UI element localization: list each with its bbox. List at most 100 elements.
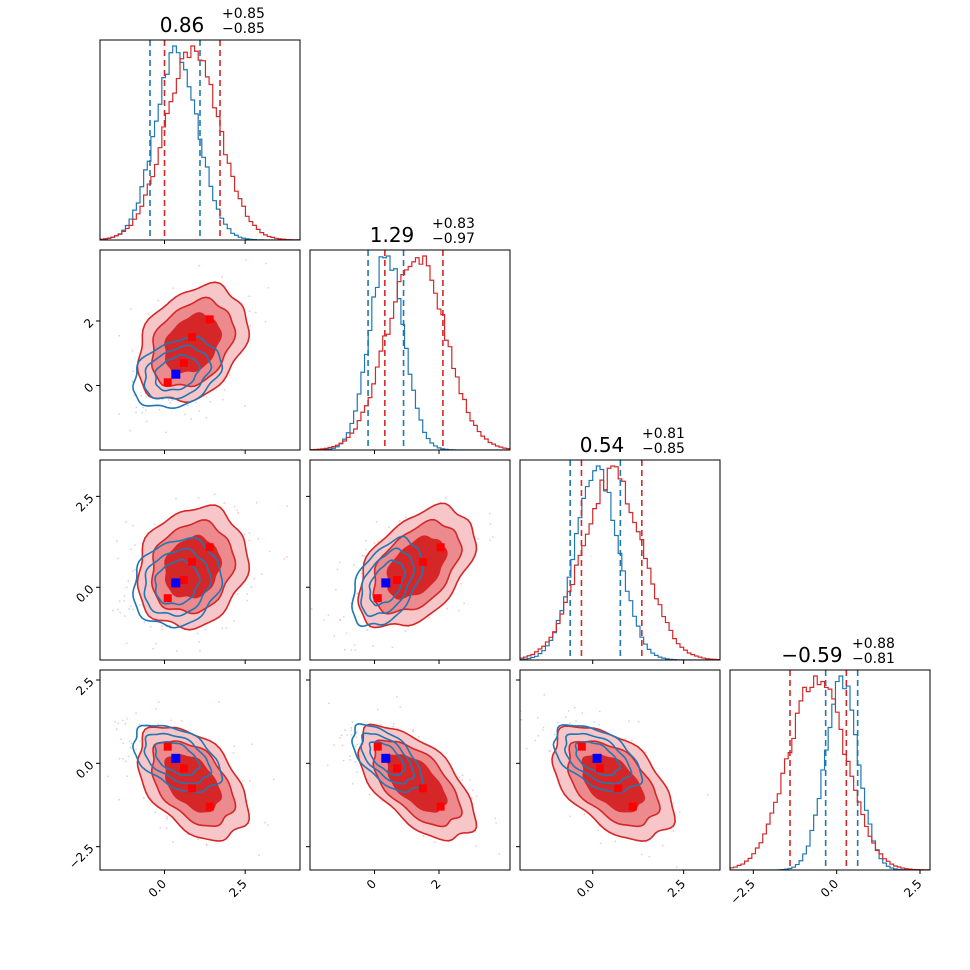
scatter-point bbox=[541, 729, 544, 731]
scatter-point bbox=[549, 749, 552, 752]
scatter-point bbox=[167, 399, 170, 401]
scatter-point bbox=[145, 420, 148, 423]
red-marker bbox=[163, 742, 172, 751]
scatter-point bbox=[534, 739, 537, 742]
truth-marker bbox=[171, 753, 181, 763]
scatter-point bbox=[564, 716, 567, 719]
scatter-point bbox=[404, 630, 407, 633]
scatter-point bbox=[157, 299, 160, 302]
scatter-point bbox=[135, 712, 138, 715]
scatter-point bbox=[598, 724, 600, 726]
scatter-point bbox=[573, 706, 576, 709]
scatter-point bbox=[341, 744, 344, 747]
scatter-point bbox=[157, 723, 159, 725]
scatter-point bbox=[165, 431, 167, 434]
red-marker bbox=[393, 764, 402, 773]
scatter-point bbox=[118, 757, 121, 760]
scatter-point bbox=[489, 523, 492, 525]
red-marker bbox=[373, 594, 382, 603]
red-marker bbox=[179, 358, 188, 367]
density-contour bbox=[360, 547, 416, 618]
scatter-point bbox=[351, 721, 354, 723]
scatter-point bbox=[637, 720, 640, 723]
scatter-point bbox=[365, 539, 367, 542]
scatter-point bbox=[356, 743, 359, 746]
scatter-point bbox=[264, 262, 267, 265]
histogram-step bbox=[520, 465, 720, 660]
scatter-point bbox=[250, 743, 253, 745]
scatter-point bbox=[267, 824, 269, 827]
scatter-point bbox=[196, 632, 199, 635]
scatter-point bbox=[135, 748, 137, 750]
scatter-point bbox=[350, 729, 353, 732]
density-contour bbox=[351, 722, 424, 794]
scatter-point bbox=[381, 800, 383, 802]
density-contour bbox=[552, 724, 644, 794]
scatter-point bbox=[391, 646, 394, 649]
scatter-point bbox=[338, 737, 341, 739]
scatter-point bbox=[128, 740, 131, 742]
scatter-point bbox=[204, 628, 207, 631]
scatter-point bbox=[116, 608, 119, 611]
scatter-point bbox=[161, 625, 164, 628]
scatter-point bbox=[353, 644, 356, 646]
scatter-point bbox=[134, 568, 136, 571]
scatter-point bbox=[706, 793, 709, 796]
scatter-point bbox=[176, 650, 178, 652]
scatter-point bbox=[221, 276, 224, 278]
histogram-step bbox=[100, 45, 300, 240]
density-contour bbox=[574, 740, 622, 777]
scatter-point bbox=[380, 723, 383, 726]
scatter-point bbox=[525, 747, 528, 750]
scatter-point bbox=[186, 404, 189, 407]
truth-marker bbox=[171, 369, 181, 379]
scatter-point bbox=[195, 401, 197, 404]
param-title-lower: −0.85 bbox=[642, 441, 685, 457]
scatter-point bbox=[158, 408, 161, 411]
scatter-point bbox=[236, 509, 239, 511]
scatter-point bbox=[556, 721, 559, 724]
scatter-point bbox=[333, 744, 335, 746]
scatter-point bbox=[199, 649, 201, 652]
density-contour bbox=[132, 724, 224, 794]
scatter-point bbox=[542, 726, 545, 729]
red-marker bbox=[187, 784, 196, 793]
scatter-point bbox=[422, 835, 425, 837]
scatter-point bbox=[354, 745, 357, 748]
scatter-point bbox=[354, 649, 357, 651]
param-title-upper: +0.85 bbox=[222, 6, 265, 22]
scatter-point bbox=[209, 400, 212, 403]
scatter-point bbox=[469, 779, 471, 781]
scatter-point bbox=[412, 730, 415, 733]
scatter-point bbox=[140, 394, 143, 397]
scatter-point bbox=[232, 752, 235, 754]
density-contour bbox=[386, 754, 448, 813]
scatter-point bbox=[543, 693, 546, 696]
truth-marker bbox=[592, 753, 602, 763]
scatter-point bbox=[198, 641, 201, 643]
scatter-point bbox=[458, 776, 461, 779]
scatter-point bbox=[477, 537, 479, 540]
density-contour bbox=[154, 558, 201, 606]
scatter-point bbox=[166, 817, 169, 820]
scatter-point bbox=[228, 374, 231, 376]
scatter-point bbox=[495, 822, 497, 824]
scatter-point bbox=[237, 512, 240, 515]
density-contour bbox=[360, 732, 416, 785]
scatter-point bbox=[372, 645, 374, 647]
scatter-point bbox=[233, 620, 236, 622]
red-marker bbox=[163, 378, 172, 387]
scatter-point bbox=[553, 733, 556, 736]
scatter-point bbox=[444, 496, 447, 499]
scatter-point bbox=[222, 398, 224, 401]
scatter-point bbox=[340, 734, 343, 737]
scatter-point bbox=[334, 588, 337, 591]
scatter-point bbox=[131, 380, 134, 383]
scatter-point bbox=[165, 827, 168, 830]
panel-frame bbox=[99, 669, 301, 871]
scatter-point bbox=[404, 516, 407, 519]
scatter-point bbox=[283, 558, 286, 560]
scatter-point bbox=[117, 722, 120, 725]
red-marker bbox=[614, 784, 623, 793]
scatter-point bbox=[392, 725, 394, 728]
